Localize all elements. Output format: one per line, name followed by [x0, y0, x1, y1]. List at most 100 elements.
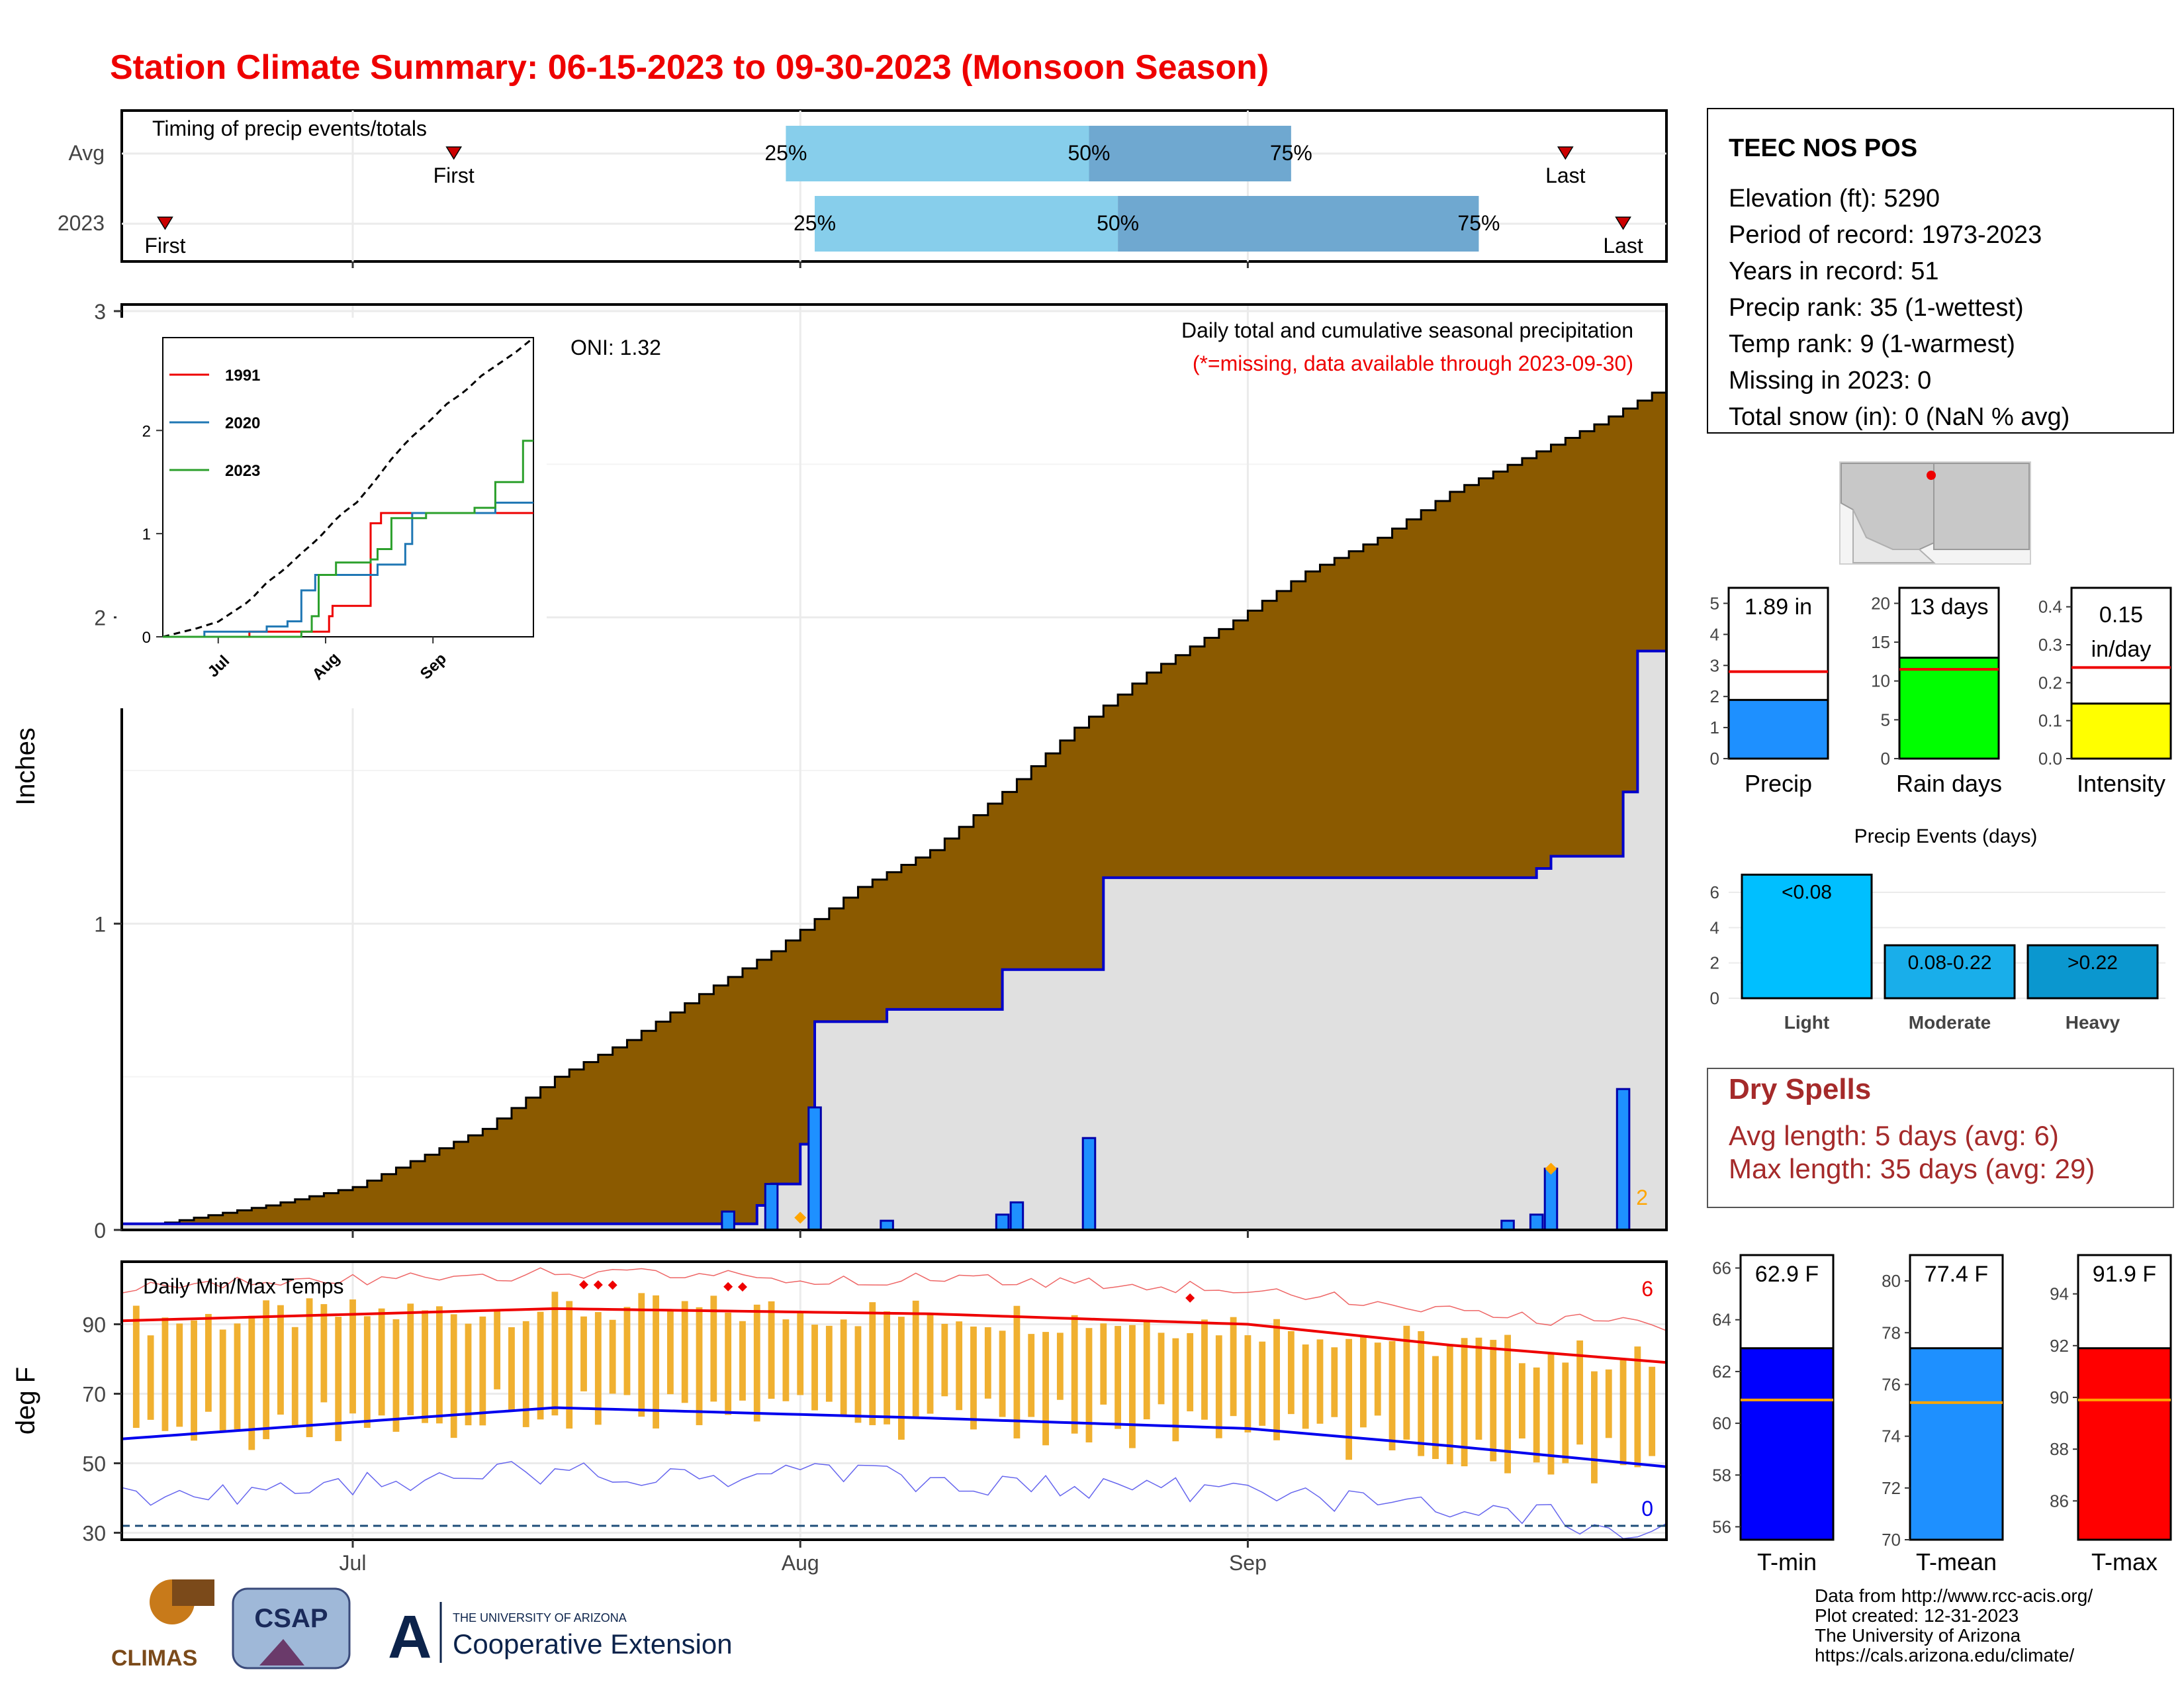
daily-temp-bar: [422, 1310, 428, 1423]
daily-temp-bar: [941, 1323, 948, 1397]
daily-temp-bar: [927, 1315, 934, 1414]
daily-temp-bar: [739, 1321, 746, 1401]
csap-logo: CSAP: [232, 1587, 351, 1669]
inset-legend-label: 2023: [225, 462, 260, 480]
summary-ytick-label: 5: [1881, 710, 1890, 729]
temp-summary-label: T-mean: [1916, 1548, 1997, 1575]
daily-temp-bar: [435, 1306, 443, 1424]
daily-temp-bar: [1446, 1344, 1453, 1464]
events-ytick-label: 6: [1710, 882, 1719, 902]
arizona-a-icon: A: [388, 1603, 432, 1671]
daily-temp-bar: [1576, 1340, 1584, 1445]
summary-ytick-label: 20: [1871, 593, 1890, 613]
daily-temp-bar: [1100, 1323, 1107, 1405]
timing-last-marker: [1557, 146, 1574, 160]
daily-temp-bar: [1230, 1317, 1237, 1417]
inset-ytick-label: 0: [142, 629, 151, 647]
daily-temp-bar: [897, 1317, 905, 1440]
daily-precip-bar: [721, 1210, 735, 1231]
daily-temp-bar: [1490, 1340, 1497, 1462]
missing-data-marker: [1545, 1162, 1557, 1175]
daily-temp-bar: [1085, 1328, 1093, 1443]
csap-text: CSAP: [254, 1604, 328, 1633]
event-category-label: Moderate: [1909, 1012, 1991, 1033]
daily-temp-bar: [710, 1295, 717, 1402]
daily-temp-bar: [999, 1331, 1006, 1417]
oni-label: ONI: 1.32: [570, 336, 661, 359]
daily-temp-bar: [768, 1301, 775, 1399]
footer-credit-line: Plot created: 12-31-2023: [1815, 1605, 2019, 1626]
temp-summary-label: T-min: [1757, 1548, 1817, 1575]
station-detail-line: Total snow (in): 0 (NaN % avg): [1729, 403, 2070, 431]
timing-pct-label: 75%: [1270, 141, 1312, 165]
summary-ytick-label: 0.3: [2038, 635, 2062, 655]
station-detail-line: Period of record: 1973-2023: [1729, 221, 2042, 249]
temp-min-count: 0: [1641, 1497, 1653, 1521]
event-bar-label: 0.08-0.22: [1908, 952, 1992, 974]
location-map: [1839, 461, 2031, 565]
precip-events-chart: Precip Events (days) 0 2 4 6 <0.08 Light 0.08-…: [1710, 825, 2165, 1033]
daily-temp-bar: [1172, 1338, 1179, 1442]
summary-ytick-label: 15: [1871, 632, 1890, 652]
temp-summary-bar-2: [2077, 1347, 2172, 1541]
timing-bar-q25-q50: [815, 196, 1118, 252]
temp-xtick-label: Jul: [340, 1551, 367, 1575]
daily-temp-bar: [176, 1323, 183, 1427]
temp-summary-ytick-label: 88: [2050, 1439, 2069, 1459]
temp-summary-value: 91.9 F: [2093, 1262, 2156, 1287]
daily-temp-bar: [1461, 1338, 1468, 1467]
daily-temp-bar: [1143, 1321, 1150, 1420]
timing-pct-label: 50%: [1097, 211, 1139, 235]
event-bar-label: >0.22: [2068, 952, 2118, 974]
dry-spells-title: Dry Spells: [1729, 1073, 1871, 1105]
temp-summary-ytick-label: 80: [1882, 1271, 1901, 1291]
temp-summary-ytick-label: 92: [2050, 1336, 2069, 1356]
inset-ytick-label: 1: [142, 526, 151, 543]
temp-ytick-label: 30: [82, 1522, 106, 1546]
daily-temp-bar: [1547, 1353, 1555, 1475]
daily-temp-bar: [1056, 1333, 1064, 1400]
daily-temp-bar: [1360, 1336, 1367, 1428]
daily-precip-bar: [1009, 1201, 1024, 1231]
temp-x-axis: Jul Aug Sep: [340, 1540, 1267, 1575]
summary-ytick-label: 3: [1710, 655, 1719, 675]
daily-temp-bar: [1345, 1338, 1353, 1460]
summary-bar-label: Intensity: [2077, 770, 2165, 797]
summary-ytick-label: 2: [1710, 686, 1719, 706]
precip-ytick-label: 2: [94, 606, 106, 630]
daily-temp-bar: [1187, 1333, 1194, 1412]
missing-count: 2: [1636, 1186, 1648, 1209]
daily-temp-bar: [970, 1326, 977, 1430]
temp-summary-label: T-max: [2091, 1548, 2158, 1575]
station-detail-line: Missing in 2023: 0: [1729, 367, 1931, 395]
daily-temp-bar: [1071, 1315, 1078, 1434]
event-category-label: Light: [1784, 1012, 1829, 1033]
daily-precip-bar: [1081, 1137, 1097, 1231]
daily-temp-bar: [1518, 1363, 1525, 1439]
summary-ytick-label: 0.2: [2038, 673, 2062, 692]
record-high-marker: [593, 1280, 603, 1290]
event-bar-moderate: [1884, 944, 2016, 1000]
inset-legend: 1991 2020 2023: [169, 367, 260, 480]
temp-ytick-label: 50: [82, 1452, 106, 1476]
timing-pct-label: 75%: [1457, 211, 1500, 235]
daily-temp-bar: [277, 1305, 284, 1415]
summary-ytick-label: 0.1: [2038, 711, 2062, 731]
footer-credit-line: https://cals.arizona.edu/climate/: [1815, 1645, 2074, 1665]
record-high-marker: [737, 1282, 747, 1292]
daily-temp-bar: [1302, 1344, 1309, 1429]
precip-ytick-label: 3: [94, 300, 106, 324]
precip-ytick-label: 0: [94, 1219, 106, 1243]
events-plot: 0 2 4 6 <0.08 Light 0.08-0.22 Moderate >0.22 Heav…: [1710, 873, 2165, 1033]
daily-temp-bar: [205, 1313, 212, 1412]
station-detail-line: Temp rank: 9 (1-warmest): [1729, 330, 2015, 358]
record-high-marker: [579, 1280, 589, 1289]
timing-bars: 25% 50% 75% First Last 25% 50% 75% First Last: [144, 126, 1643, 258]
daily-temp-bar: [1475, 1337, 1482, 1440]
daily-temp-bar: [1634, 1346, 1641, 1468]
precip-panel: 0 1 2 3 Inches Daily total and cumulative s…: [11, 300, 1668, 1243]
timing-pct-label: 25%: [764, 141, 807, 165]
temp-max-count: 6: [1641, 1277, 1653, 1301]
